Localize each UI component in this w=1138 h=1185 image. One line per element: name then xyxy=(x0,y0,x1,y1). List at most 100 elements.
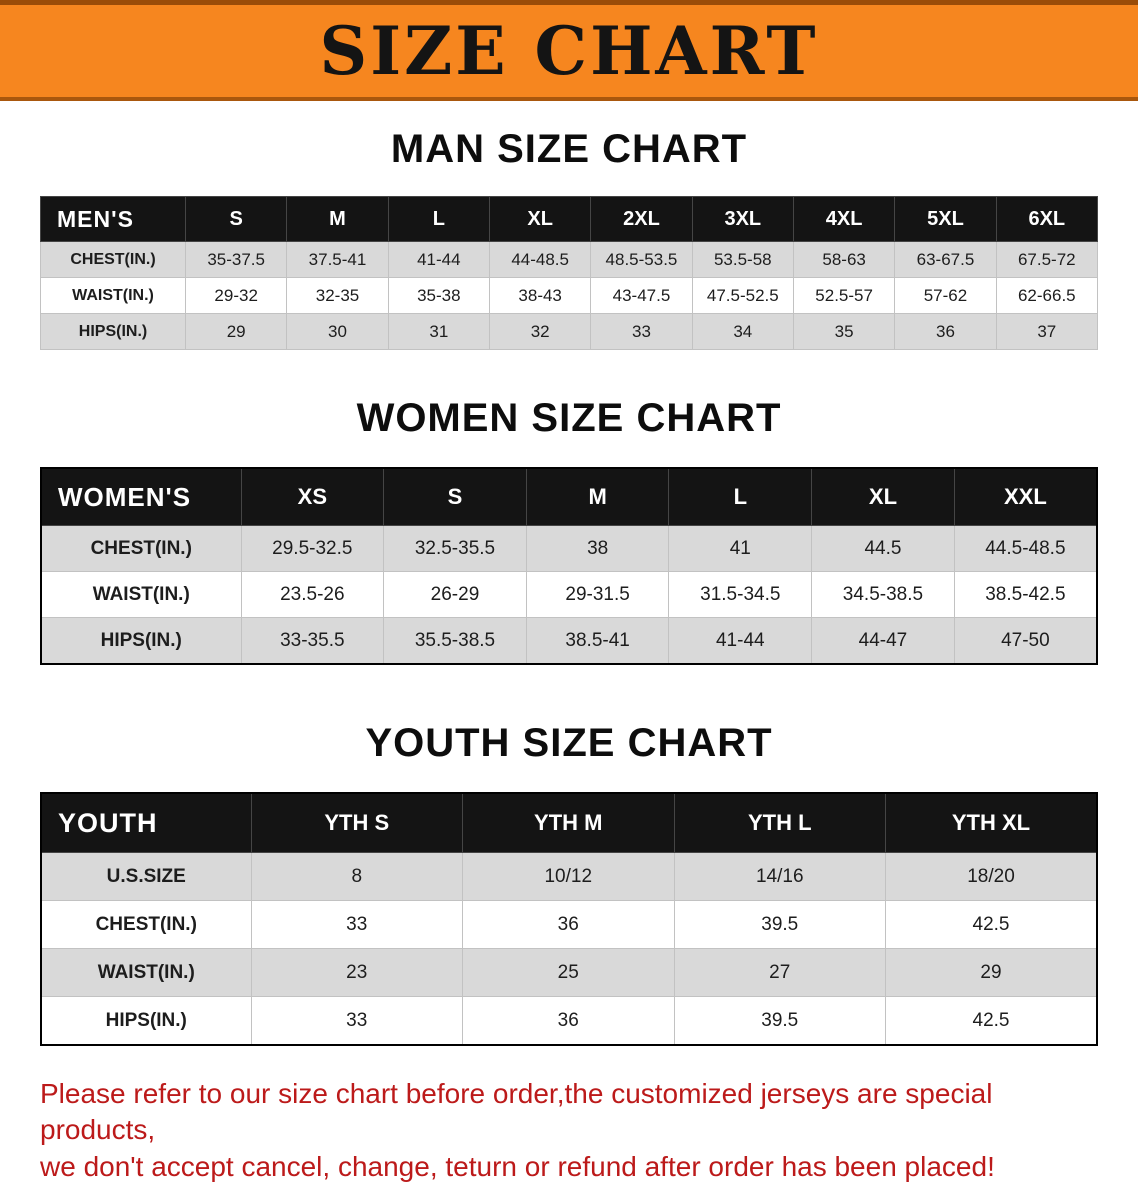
size-cell: 32-35 xyxy=(286,277,389,314)
size-cell: 29-31.5 xyxy=(525,571,670,618)
row-label: HIPS(IN.) xyxy=(40,617,242,665)
size-cell: 33 xyxy=(250,900,463,949)
size-cell: 47.5-52.5 xyxy=(691,277,794,314)
size-cell: 33 xyxy=(590,313,693,350)
women-hips-row: HIPS(IN.) 33-35.5 35.5-38.5 38.5-41 41-4… xyxy=(40,617,1098,665)
size-cell: 44.5-48.5 xyxy=(953,525,1098,572)
row-label: HIPS(IN.) xyxy=(40,313,186,350)
column-header: M xyxy=(525,467,670,526)
men-corner-label: MEN'S xyxy=(40,196,186,242)
men-header-row: MEN'S S M L XL 2XL 3XL 4XL 5XL 6XL xyxy=(40,196,1099,242)
size-cell: 36 xyxy=(462,996,675,1046)
size-cell: 31.5-34.5 xyxy=(668,571,813,618)
size-cell: 44-48.5 xyxy=(488,241,592,278)
youth-size-table: YOUTH YTH S YTH M YTH L YTH XL U.S.SIZE … xyxy=(40,792,1098,1046)
size-cell: 39.5 xyxy=(673,996,886,1046)
size-cell: 29.5-32.5 xyxy=(240,525,385,572)
column-header: XXL xyxy=(953,467,1098,526)
youth-corner-label: YOUTH xyxy=(40,792,252,853)
women-section: WOMEN SIZE CHART WOMEN'S XS S M L XL XXL… xyxy=(0,396,1138,665)
size-cell: 38.5-41 xyxy=(525,617,670,665)
size-cell: 35-38 xyxy=(387,277,490,314)
women-corner-label: WOMEN'S xyxy=(40,467,242,526)
size-cell: 23.5-26 xyxy=(240,571,385,618)
size-cell: 30 xyxy=(286,313,389,350)
size-cell: 29 xyxy=(885,948,1098,997)
size-cell: 58-63 xyxy=(792,241,896,278)
size-cell: 34.5-38.5 xyxy=(811,571,955,618)
size-cell: 26-29 xyxy=(383,571,527,618)
size-cell: 29-32 xyxy=(184,277,288,314)
column-header: YTH XL xyxy=(885,792,1098,853)
size-cell: 42.5 xyxy=(885,900,1098,949)
column-header: XS xyxy=(240,467,385,526)
size-cell: 62-66.5 xyxy=(995,277,1099,314)
size-cell: 8 xyxy=(250,852,463,901)
size-cell: 41-44 xyxy=(668,617,813,665)
size-chart-banner: SIZE CHART xyxy=(0,0,1138,101)
size-cell: 23 xyxy=(250,948,463,997)
column-header: 5XL xyxy=(894,196,997,242)
row-label: WAIST(IN.) xyxy=(40,948,252,997)
men-hips-row: HIPS(IN.) 29 30 31 32 33 34 35 36 37 xyxy=(40,313,1099,350)
size-cell: 44-47 xyxy=(811,617,955,665)
column-header: 6XL xyxy=(995,196,1099,242)
women-size-table: WOMEN'S XS S M L XL XXL CHEST(IN.) 29.5-… xyxy=(40,467,1098,665)
men-size-table: MEN'S S M L XL 2XL 3XL 4XL 5XL 6XL CHEST… xyxy=(40,196,1099,350)
youth-section: YOUTH SIZE CHART YOUTH YTH S YTH M YTH L… xyxy=(0,721,1138,1046)
size-cell: 37 xyxy=(995,313,1099,350)
disclaimer-line-1: Please refer to our size chart before or… xyxy=(40,1078,993,1146)
size-cell: 33-35.5 xyxy=(240,617,385,665)
row-label: WAIST(IN.) xyxy=(40,571,242,618)
row-label: CHEST(IN.) xyxy=(40,241,186,278)
size-cell: 10/12 xyxy=(462,852,675,901)
youth-section-title: YOUTH SIZE CHART xyxy=(365,721,773,765)
size-cell: 42.5 xyxy=(885,996,1098,1046)
size-cell: 32 xyxy=(488,313,592,350)
youth-ussize-row: U.S.SIZE 8 10/12 14/16 18/20 xyxy=(40,852,1098,901)
men-chest-row: CHEST(IN.) 35-37.5 37.5-41 41-44 44-48.5… xyxy=(40,241,1099,278)
size-cell: 39.5 xyxy=(673,900,886,949)
size-cell: 38-43 xyxy=(488,277,592,314)
size-cell: 52.5-57 xyxy=(792,277,896,314)
column-header: YTH S xyxy=(250,792,463,853)
size-cell: 36 xyxy=(462,900,675,949)
size-cell: 29 xyxy=(184,313,288,350)
page-title: SIZE CHART xyxy=(319,12,819,90)
size-cell: 27 xyxy=(673,948,886,997)
size-cell: 38 xyxy=(525,525,670,572)
column-header: 2XL xyxy=(590,196,693,242)
row-label: WAIST(IN.) xyxy=(40,277,186,314)
size-cell: 41 xyxy=(668,525,813,572)
women-chest-row: CHEST(IN.) 29.5-32.5 32.5-35.5 38 41 44.… xyxy=(40,525,1098,572)
column-header: YTH M xyxy=(462,792,675,853)
size-cell: 53.5-58 xyxy=(691,241,794,278)
men-waist-row: WAIST(IN.) 29-32 32-35 35-38 38-43 43-47… xyxy=(40,277,1099,314)
size-cell: 14/16 xyxy=(673,852,886,901)
size-cell: 31 xyxy=(387,313,490,350)
women-waist-row: WAIST(IN.) 23.5-26 26-29 29-31.5 31.5-34… xyxy=(40,571,1098,618)
size-cell: 18/20 xyxy=(885,852,1098,901)
size-cell: 47-50 xyxy=(953,617,1098,665)
size-cell: 63-67.5 xyxy=(894,241,997,278)
row-label: HIPS(IN.) xyxy=(40,996,252,1046)
size-cell: 48.5-53.5 xyxy=(590,241,693,278)
youth-chest-row: CHEST(IN.) 33 36 39.5 42.5 xyxy=(40,900,1098,949)
size-cell: 35-37.5 xyxy=(184,241,288,278)
size-cell: 41-44 xyxy=(387,241,490,278)
size-cell: 37.5-41 xyxy=(286,241,389,278)
column-header: XL xyxy=(488,196,592,242)
row-label: CHEST(IN.) xyxy=(40,525,242,572)
size-cell: 44.5 xyxy=(811,525,955,572)
men-section: MAN SIZE CHART MEN'S S M L XL 2XL 3XL 4X… xyxy=(0,127,1138,350)
size-cell: 36 xyxy=(894,313,997,350)
size-cell: 33 xyxy=(250,996,463,1046)
column-header: YTH L xyxy=(673,792,886,853)
disclaimer-note: Please refer to our size chart before or… xyxy=(40,1076,1098,1185)
column-header: XL xyxy=(811,467,955,526)
size-cell: 25 xyxy=(462,948,675,997)
size-cell: 35 xyxy=(792,313,896,350)
disclaimer-line-2: we don't accept cancel, change, teturn o… xyxy=(40,1150,995,1182)
youth-hips-row: HIPS(IN.) 33 36 39.5 42.5 xyxy=(40,996,1098,1046)
women-header-row: WOMEN'S XS S M L XL XXL xyxy=(40,467,1098,526)
